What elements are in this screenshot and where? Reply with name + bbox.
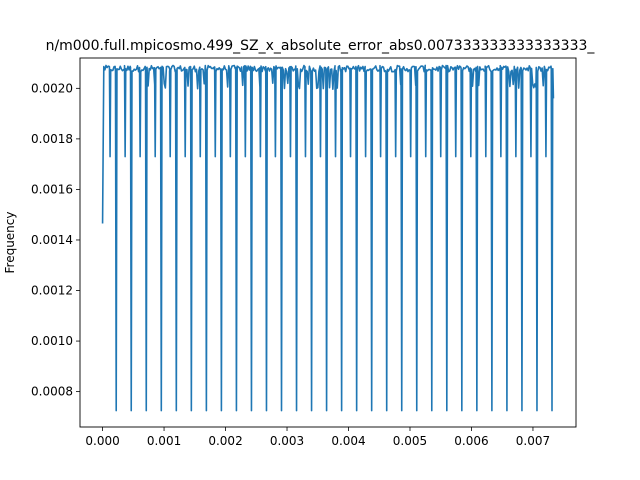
y-tick-label: 0.0012 [31, 284, 73, 298]
x-axis: 0.000 0.001 0.002 0.003 0.004 0.005 0.006 0.007 [85, 427, 550, 448]
x-tick-label: 0.002 [208, 434, 242, 448]
x-tick-label: 0.007 [516, 434, 550, 448]
chart-title: n/m000.full.mpicosmo.499_SZ_x_absolute_e… [46, 38, 596, 54]
axes-frame [79, 57, 577, 428]
x-tick-label: 0.000 [85, 434, 119, 448]
x-tick-label: 0.006 [454, 434, 488, 448]
y-tick-label: 0.0020 [31, 81, 73, 95]
series-line-0 [101, 64, 555, 412]
y-axis-label: Frequency [3, 212, 17, 274]
y-tick-label: 0.0010 [31, 334, 73, 348]
y-axis: 0.0008 0.0010 0.0012 0.0014 0.0016 0.0018 0.00… [31, 81, 80, 399]
plot-layer [101, 64, 555, 412]
x-tick-label: 0.001 [147, 434, 181, 448]
y-tick-label: 0.0016 [31, 182, 73, 196]
x-tick-label: 0.005 [393, 434, 427, 448]
y-tick-label: 0.0018 [31, 132, 73, 146]
x-tick-label: 0.004 [331, 434, 365, 448]
y-tick-label: 0.0008 [31, 385, 73, 399]
x-tick-label: 0.003 [270, 434, 304, 448]
y-tick-label: 0.0014 [31, 233, 73, 247]
